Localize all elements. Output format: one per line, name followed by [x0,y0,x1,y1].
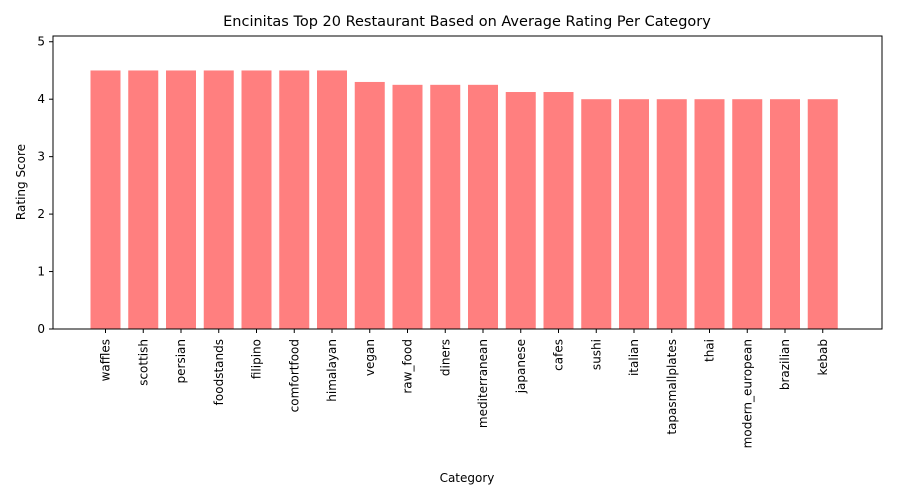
x-tick-label-cafes: cafes [552,339,566,371]
y-tick-label-0: 0 [37,322,45,336]
bar-scottish [128,70,159,329]
x-tick-label-comfortfood: comfortfood [287,339,301,412]
bar-mediterranean [468,84,498,329]
x-tick-label-scottish: scottish [136,339,150,386]
x-tick-label-diners: diners [438,339,452,376]
y-tick-label-1: 1 [37,265,45,279]
x-tick-label-japanese: japanese [514,339,528,394]
x-tick-label-italian: italian [627,339,641,376]
x-axis-title: Category [440,471,495,485]
y-tick-label-5: 5 [37,35,45,49]
x-tick-label-foodstands: foodstands [212,339,226,405]
x-tick-label-modern_european: modern_european [740,339,754,448]
x-tick-label-sushi: sushi [589,339,603,370]
bar-cafes [543,92,574,329]
plot-frame [52,35,883,330]
y-tick-label-3: 3 [37,150,45,164]
x-tick-label-waffles: waffles [99,339,113,381]
bar-modern_european [732,99,763,329]
bar-comfortfood [279,70,310,329]
bar-foodstands [203,70,234,329]
bar-filipino [241,70,272,329]
x-tick-label-kebab: kebab [816,339,830,376]
bars-group [90,70,838,330]
bar-thai [694,99,725,329]
y-tick-label-2: 2 [37,207,45,221]
bar-diners [430,84,461,329]
bar-himalayan [317,70,347,329]
bar-italian [619,99,649,329]
x-tick-label-persian: persian [174,339,188,383]
bar-brazilian [770,99,800,329]
bar-sushi [581,99,612,329]
y-axis-ticks: 0 1 2 3 4 5 [37,35,53,336]
chart-title: Encinitas Top 20 Restaurant Based on Ave… [223,14,711,30]
y-tick-label-4: 4 [37,92,45,106]
bar-tapasmallplates [656,99,687,329]
x-tick-label-tapasmallplates: tapasmallplates [665,339,679,435]
x-tick-label-vegan: vegan [363,339,377,376]
y-axis-title: Rating Score [14,144,28,220]
x-tick-label-raw_food: raw_food [401,339,415,394]
x-tick-label-filipino: filipino [250,339,264,379]
x-tick-label-brazilian: brazilian [778,339,792,390]
bar-kebab [807,99,838,329]
x-axis-ticks: waffles scottish persian foodstands filipino… [99,329,830,448]
bar-raw_food [392,84,423,329]
x-tick-label-himalayan: himalayan [325,339,339,402]
bar-persian [166,70,196,329]
bar-japanese [505,92,536,329]
x-tick-label-mediterranean: mediterranean [476,339,490,428]
x-tick-label-thai: thai [703,339,717,362]
bar-waffles [90,70,121,329]
bar-vegan [354,81,385,330]
